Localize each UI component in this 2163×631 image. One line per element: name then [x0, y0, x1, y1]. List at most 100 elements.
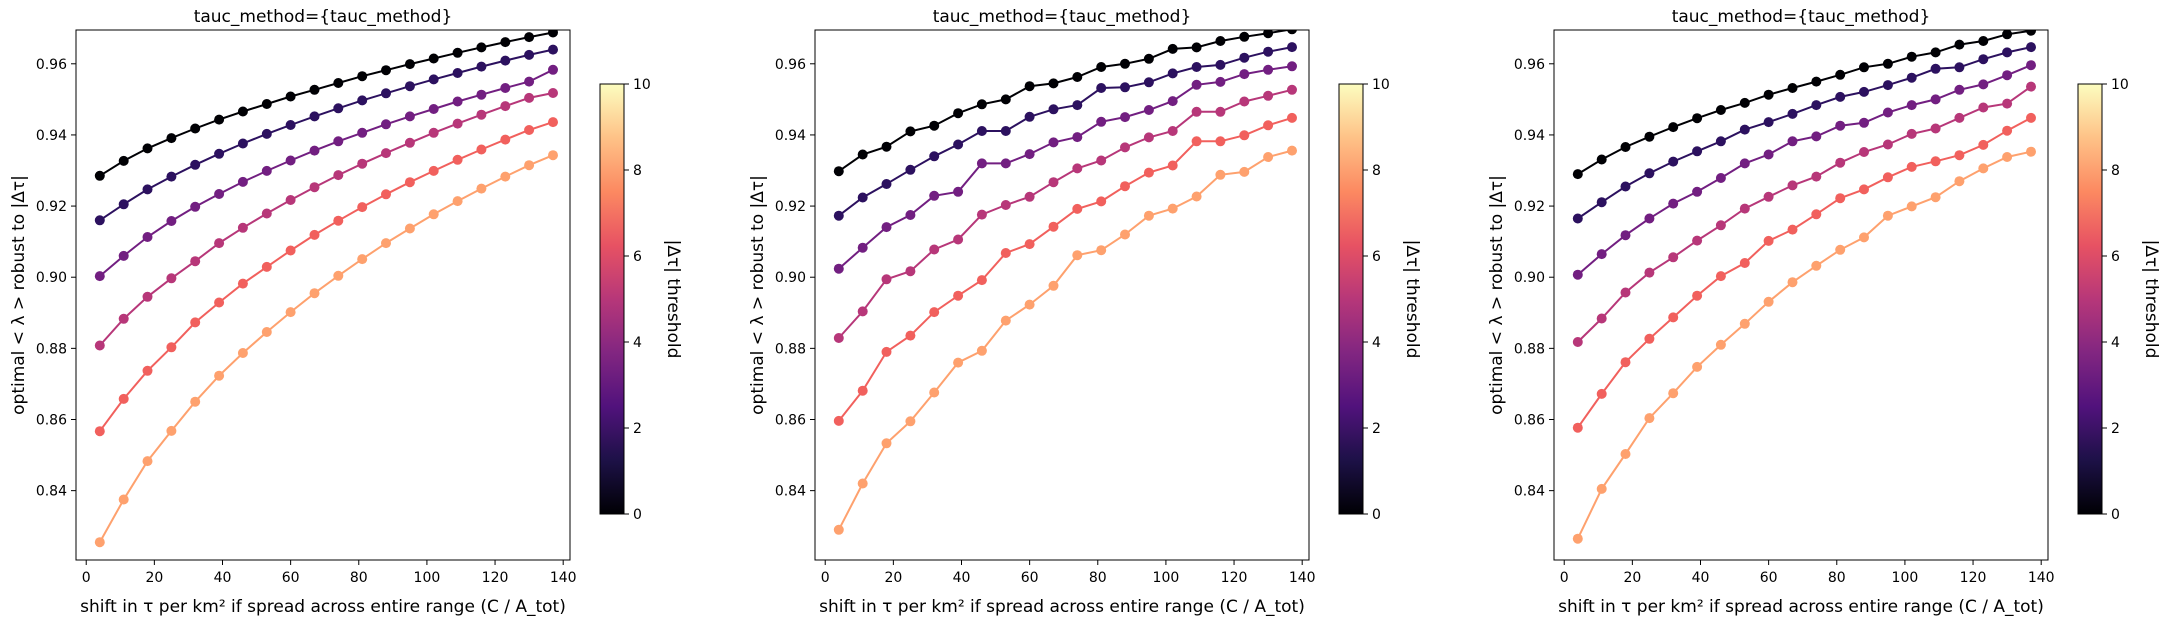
data-point [94, 426, 105, 437]
data-point [1954, 39, 1965, 50]
x-tick-label: 0 [821, 570, 830, 586]
data-point [261, 128, 272, 139]
data-point [1072, 250, 1083, 261]
colorbar-tick-label: 10 [633, 77, 651, 93]
data-point [857, 306, 868, 317]
data-point [94, 340, 105, 351]
data-point [1930, 94, 1941, 105]
data-point [1811, 131, 1822, 142]
chart-title: tauc_method={tauc_method} [933, 7, 1192, 27]
data-point [1287, 112, 1297, 123]
data-point [1287, 42, 1297, 53]
data-point [357, 158, 368, 169]
x-tick-label: 60 [1021, 570, 1039, 586]
chart-title: tauc_method={tauc_method} [1672, 7, 1931, 27]
data-point [976, 275, 987, 286]
data-point [1668, 122, 1679, 133]
data-point [1978, 36, 1989, 46]
data-point [857, 192, 868, 203]
data-point [1954, 84, 1965, 95]
colorbar-tick-label: 4 [2111, 335, 2120, 351]
x-tick-label: 20 [884, 570, 902, 586]
data-point [142, 232, 153, 242]
data-point [1287, 61, 1297, 72]
data-point [1668, 156, 1679, 167]
data-point [1859, 232, 1869, 243]
data-point [1072, 203, 1083, 214]
data-point [381, 238, 391, 249]
data-point [309, 229, 320, 240]
data-point [166, 171, 177, 182]
data-point [1930, 63, 1941, 74]
data-point [1644, 168, 1655, 179]
data-point [1835, 244, 1846, 255]
data-point [1930, 47, 1941, 58]
data-point [1191, 136, 1202, 147]
data-point [833, 263, 844, 274]
data-point [1167, 126, 1178, 136]
data-point [237, 222, 248, 233]
data-point [905, 266, 916, 277]
data-point [1787, 108, 1798, 119]
data-point [2002, 30, 2013, 40]
data-point [548, 64, 558, 75]
y-tick-label: 0.84 [775, 484, 806, 500]
data-point [1620, 449, 1631, 459]
data-point [166, 216, 177, 226]
data-point [261, 165, 272, 176]
y-tick-label: 0.94 [775, 128, 806, 144]
y-tick-label: 0.88 [1514, 341, 1545, 357]
data-point [1835, 120, 1846, 131]
data-point [905, 164, 916, 175]
data-point [500, 37, 511, 48]
data-point [214, 238, 225, 249]
data-point [929, 190, 940, 201]
data-point [1024, 299, 1035, 310]
data-point [1978, 163, 1989, 174]
data-point [381, 88, 391, 99]
data-point [190, 317, 201, 328]
plot-frame [814, 29, 1310, 561]
data-point [2026, 60, 2036, 71]
data-point [524, 92, 535, 103]
data-point [452, 118, 463, 129]
data-point [1596, 249, 1607, 260]
data-point [1763, 296, 1774, 307]
colorbar-tick-label: 6 [2111, 249, 2120, 265]
data-point [261, 261, 272, 272]
data-point [1572, 533, 1583, 544]
data-point [1143, 210, 1154, 221]
data-point [1287, 84, 1297, 95]
data-point [1644, 333, 1655, 344]
data-point [237, 106, 248, 117]
data-point [1215, 169, 1226, 180]
x-tick-label: 100 [414, 570, 441, 586]
chart-title: tauc_method={tauc_method} [194, 7, 453, 27]
x-tick-label: 140 [2028, 570, 2055, 586]
data-point [476, 183, 487, 194]
data-point [1859, 62, 1869, 73]
colorbar-label: |Δτ| threshold [2141, 240, 2161, 359]
data-point [1239, 130, 1250, 141]
data-point [1143, 77, 1154, 88]
data-point [428, 209, 439, 220]
x-tick-label: 80 [350, 570, 368, 586]
y-axis-label: optimal < λ > robust to |Δτ| [9, 175, 29, 415]
data-point [976, 209, 987, 220]
data-point [333, 270, 344, 281]
data-point [1692, 186, 1703, 197]
data-point [1882, 172, 1893, 183]
series-group [1572, 30, 2036, 544]
data-point [1811, 209, 1822, 220]
data-point [1668, 252, 1679, 263]
series-line-1 [838, 30, 1293, 173]
colorbar-tick-label: 0 [1372, 507, 1381, 523]
data-point [1930, 192, 1941, 203]
data-point [1191, 79, 1202, 90]
data-point [452, 47, 463, 58]
series-line-2 [1577, 46, 2032, 220]
data-point [1239, 96, 1250, 107]
data-point [1978, 102, 1989, 113]
data-point [1572, 422, 1583, 433]
data-point [857, 385, 868, 396]
